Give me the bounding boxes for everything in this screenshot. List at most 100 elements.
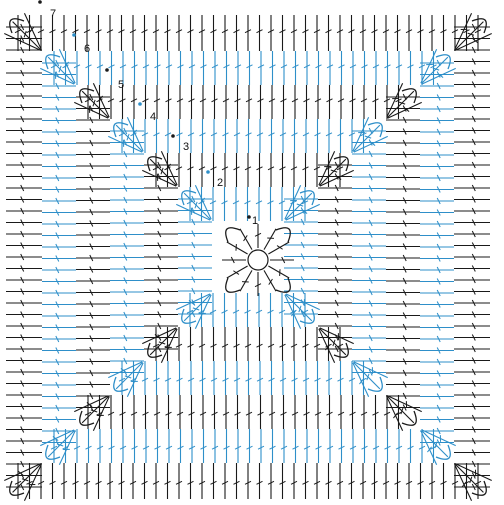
stitch-bottom-r5	[84, 395, 92, 429]
stitch-stem	[353, 362, 381, 390]
stitch-top-r7	[256, 15, 263, 51]
corner-stitch-r2	[183, 294, 211, 322]
stitch-bar	[368, 265, 373, 273]
stitch-bar	[55, 186, 60, 193]
stitch-left-r6	[42, 404, 76, 412]
stitch-bottom-r7	[187, 463, 194, 499]
stitch-bar	[199, 98, 207, 103]
round-label: 2	[217, 177, 223, 189]
stitch-stem	[319, 169, 354, 187]
stitch-bar	[55, 266, 60, 274]
stitch-top-r5	[234, 85, 241, 119]
stitch-bar	[436, 197, 441, 205]
corner-stitch-r6	[421, 429, 456, 447]
stitch-bar	[280, 411, 287, 416]
stitch-bottom-r6	[188, 429, 196, 463]
stitch-bar	[55, 335, 60, 343]
center-stitch	[268, 241, 290, 255]
corner-stitch-r4	[353, 362, 381, 390]
stitch-bar	[141, 480, 148, 485]
stitch-bar	[302, 166, 309, 171]
stitch-right-r5	[386, 208, 420, 216]
stitch-bar	[402, 404, 407, 411]
stitch-bar	[130, 411, 138, 416]
stitch-bar	[290, 29, 298, 34]
stitch-right-r6	[420, 427, 454, 435]
stitch-top-r7	[37, 15, 45, 51]
stitch-right-r5	[386, 358, 420, 365]
stitch-bar	[96, 64, 104, 69]
corner-stitch-r5	[74, 395, 109, 413]
corner-stitch-r6	[420, 430, 438, 465]
stitch-bar	[90, 409, 98, 413]
corner-chain-layer	[9, 18, 487, 496]
stitch-bar	[141, 377, 149, 382]
stitch-bar	[256, 480, 263, 485]
corner-stitch-r7	[12, 464, 41, 493]
stitch-bar	[348, 480, 355, 485]
stitch-bar	[269, 445, 276, 450]
stitch-bar	[325, 344, 330, 351]
stitch-bar	[198, 166, 206, 171]
stitch-top-r6	[384, 51, 391, 85]
stitch-bar	[402, 254, 407, 262]
stitch-stem	[285, 203, 320, 221]
stitch-bar	[402, 116, 407, 124]
stitch-stem	[92, 396, 110, 431]
corner-stitch-r3	[149, 328, 177, 356]
stitch-stem	[387, 101, 422, 119]
stitch-left-r6	[42, 186, 76, 193]
stitch-left-r5	[76, 335, 110, 342]
corner-stitch-r4	[353, 124, 381, 152]
stitch-right-r6	[420, 220, 454, 228]
stitch-bar	[407, 445, 414, 450]
stitch-top-r6	[326, 51, 334, 85]
stitch-bar	[471, 207, 476, 215]
stitch-right-r6	[420, 347, 454, 354]
stitch-bar	[164, 132, 172, 137]
stitch-bar	[471, 380, 476, 387]
stitch-right-r4	[352, 185, 386, 192]
stitch-left-r7	[6, 161, 42, 169]
stitch-bar	[394, 480, 401, 485]
stitch-bar	[301, 209, 308, 214]
stitch-top-r7	[221, 15, 229, 51]
stitch-bar	[279, 166, 286, 171]
stitch-top-r4	[141, 119, 149, 153]
stitch-stem	[353, 124, 381, 152]
corner-chain-r2-0	[181, 190, 197, 206]
stitch-bar	[92, 99, 96, 107]
stitch-bar	[290, 309, 297, 314]
stitch-bar	[257, 64, 265, 69]
corner-stitch-r3	[149, 158, 177, 186]
stitch-bottom-r4	[222, 361, 229, 395]
corner-chain-r7-0	[9, 18, 25, 34]
stitch-bar	[469, 476, 473, 484]
stitch-bar	[20, 391, 25, 399]
stitch-bar	[89, 208, 94, 216]
stitch-right-r2	[284, 276, 318, 283]
stitch-top-r4	[279, 119, 287, 153]
stitch-bar	[471, 219, 476, 226]
stitch-left-r5	[76, 243, 110, 250]
stitch-right-r3	[318, 345, 352, 353]
stitch-bottom-r6	[234, 429, 242, 463]
stitch-bar	[436, 243, 441, 251]
stitch-bar	[164, 29, 171, 34]
stitch-top-r7	[371, 15, 378, 51]
stitch-bar	[402, 220, 407, 227]
stitch-right-r6	[420, 151, 454, 159]
stitch-left-r2	[178, 299, 212, 306]
stitch-bar	[58, 65, 62, 73]
corner-stitch-r2	[285, 294, 313, 322]
stitch-bar	[20, 242, 25, 249]
stitch-bar	[303, 98, 310, 103]
corner-stitch-r3	[319, 328, 347, 356]
stitch-right-r5	[386, 266, 420, 273]
stitch-top-r4	[268, 119, 275, 153]
stitch-bar	[20, 58, 25, 65]
stitch-bottom-r7	[233, 463, 240, 499]
stitch-left-r5	[76, 93, 110, 101]
corner-stitch-r6	[421, 67, 456, 85]
corner-stitch-r2	[176, 293, 211, 311]
